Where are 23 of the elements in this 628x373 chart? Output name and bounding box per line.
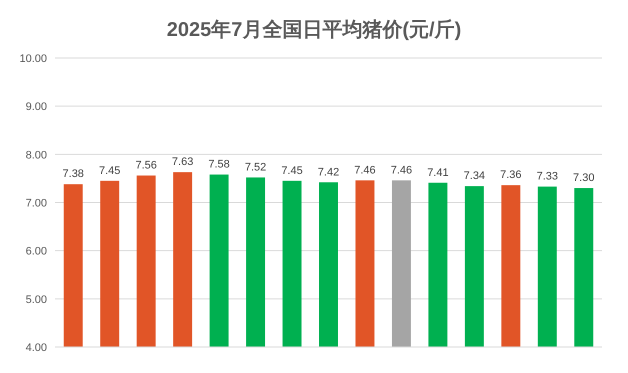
y-tick-label: 10.00 bbox=[19, 53, 47, 65]
y-tick-label: 7.00 bbox=[26, 198, 47, 210]
data-label: 7.46 bbox=[354, 164, 376, 176]
data-label: 7.34 bbox=[464, 170, 486, 182]
y-tick-label: 6.00 bbox=[26, 246, 47, 258]
data-label: 7.42 bbox=[318, 166, 340, 178]
data-label: 7.63 bbox=[172, 156, 194, 168]
data-label: 7.30 bbox=[573, 172, 594, 184]
data-label: 7.45 bbox=[98, 164, 120, 177]
data-label: 7.58 bbox=[208, 158, 230, 171]
data-label: 7.41 bbox=[427, 166, 449, 179]
data-label: 7.33 bbox=[536, 170, 558, 183]
y-tick-label: 4.00 bbox=[26, 342, 47, 354]
y-tick-label: 9.00 bbox=[26, 101, 47, 114]
data-label: 7.45 bbox=[281, 164, 303, 177]
data-label: 7.52 bbox=[244, 161, 266, 174]
chart-title: 2025年7月全国日平均猪价(元/斤) bbox=[166, 18, 462, 41]
data-label: 7.36 bbox=[500, 169, 522, 182]
data-label: 7.56 bbox=[135, 160, 157, 172]
y-tick-label: 8.00 bbox=[26, 149, 47, 162]
y-tick-label: 5.00 bbox=[26, 294, 47, 306]
data-label: 7.38 bbox=[62, 168, 84, 180]
data-label: 7.46 bbox=[390, 164, 412, 176]
